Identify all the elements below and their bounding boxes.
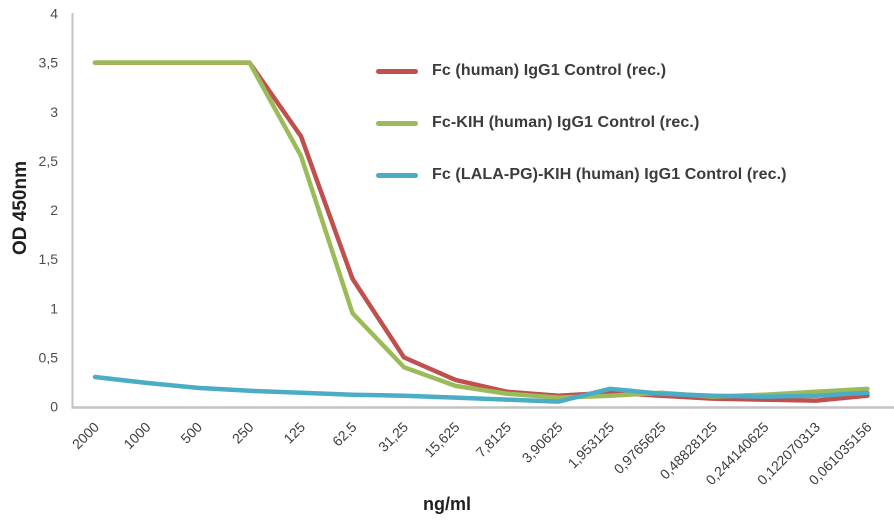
x-tick-label: 250	[229, 419, 257, 447]
legend-label: Fc (LALA-PG)-KIH (human) IgG1 Control (r…	[432, 166, 787, 183]
y-tick-label: 2,5	[39, 153, 59, 169]
legend: Fc (human) IgG1 Control (rec.) Fc-KIH (h…	[376, 61, 787, 185]
x-tick-label: 500	[177, 419, 205, 447]
series-line-2	[92, 374, 870, 404]
x-axis-title: ng/ml	[423, 494, 471, 514]
legend-label: Fc-KIH (human) IgG1 Control (rec.)	[432, 114, 700, 131]
legend-swatch-line-blue	[376, 172, 418, 178]
y-tick-label: 3	[50, 104, 58, 120]
y-tick-label: 0	[50, 399, 58, 415]
x-tick-label: 3,90625	[519, 419, 566, 466]
x-tick-label: 7,8125	[473, 419, 515, 461]
legend-swatch-line-red	[376, 68, 418, 74]
x-tick-label: 62,5	[329, 419, 360, 450]
legend-label: Fc (human) IgG1 Control (rec.)	[432, 62, 667, 79]
y-tick-label: 1	[50, 300, 58, 316]
x-tick-label: 1,953125	[565, 419, 618, 472]
x-tick-label: 15,625	[421, 419, 463, 461]
y-axis-title: OD 450nm	[10, 161, 31, 255]
y-tick-label: 3,5	[39, 55, 59, 71]
x-tick-label: 2000	[69, 419, 102, 452]
x-tick-label: 31,25	[375, 419, 411, 455]
legend-swatch-line-green	[376, 120, 418, 126]
legend-item: Fc (human) IgG1 Control (rec.)	[376, 61, 787, 81]
y-tick-label: 1,5	[39, 251, 59, 267]
y-tick-label: 0,5	[39, 349, 59, 365]
x-tick-label: 1000	[120, 419, 153, 452]
x-tick-label: 125	[280, 419, 308, 447]
y-tick-label: 2	[50, 202, 58, 218]
legend-item: Fc (LALA-PG)-KIH (human) IgG1 Control (r…	[376, 165, 787, 185]
y-tick-label: 4	[50, 6, 58, 22]
legend-item: Fc-KIH (human) IgG1 Control (rec.)	[376, 113, 787, 133]
